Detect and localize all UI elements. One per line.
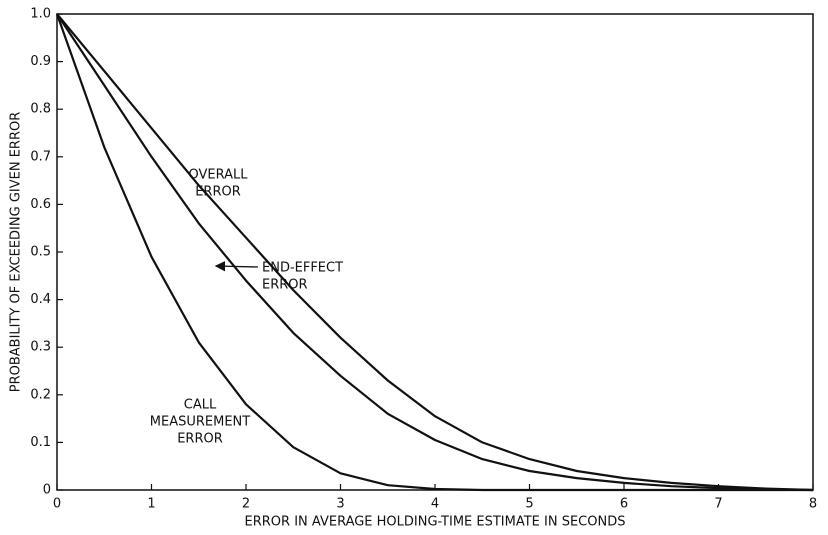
x-tick-label: 7	[714, 497, 722, 512]
y-tick-label: 0.2	[30, 387, 51, 402]
annotation: ERROR	[195, 185, 241, 200]
y-tick-label: 0.8	[30, 102, 51, 117]
annotation: OVERALL	[189, 168, 249, 183]
y-tick-label: 0.4	[30, 292, 51, 307]
y-tick-label: 0.5	[30, 245, 51, 260]
curve	[56, 13, 814, 492]
y-tick-label: 0.9	[30, 54, 51, 69]
annotation: MEASUREMENT	[150, 415, 250, 430]
annotation: ERROR	[177, 432, 223, 447]
annotation-arrow	[214, 261, 259, 272]
x-tick-label: 0	[53, 497, 61, 512]
y-tick-label: 1.0	[30, 7, 51, 22]
y-tick-label: 0.1	[30, 435, 51, 450]
x-axis-label: ERROR IN AVERAGE HOLDING-TIME ESTIMATE I…	[245, 515, 626, 530]
y-tick-label: 0	[43, 483, 51, 498]
annotation: ERROR	[262, 278, 308, 293]
x-tick-label: 8	[809, 497, 817, 512]
y-axis-label: PROBABILITY OF EXCEEDING GIVEN ERROR	[9, 112, 24, 392]
x-tick-label: 3	[336, 497, 344, 512]
curve	[55, 13, 813, 492]
x-tick-label: 5	[525, 497, 533, 512]
annotation: CALL	[184, 398, 217, 413]
y-tick-label: 0.7	[30, 149, 51, 164]
y-tick-label: 0.3	[30, 340, 51, 355]
x-tick-label: 6	[620, 497, 628, 512]
y-tick-label: 0.6	[30, 197, 51, 212]
x-tick-label: 2	[242, 497, 250, 512]
annotation: END-EFFECT	[262, 261, 343, 276]
curve	[56, 13, 814, 492]
x-tick-label: 4	[431, 497, 439, 512]
x-tick-label: 1	[147, 497, 155, 512]
